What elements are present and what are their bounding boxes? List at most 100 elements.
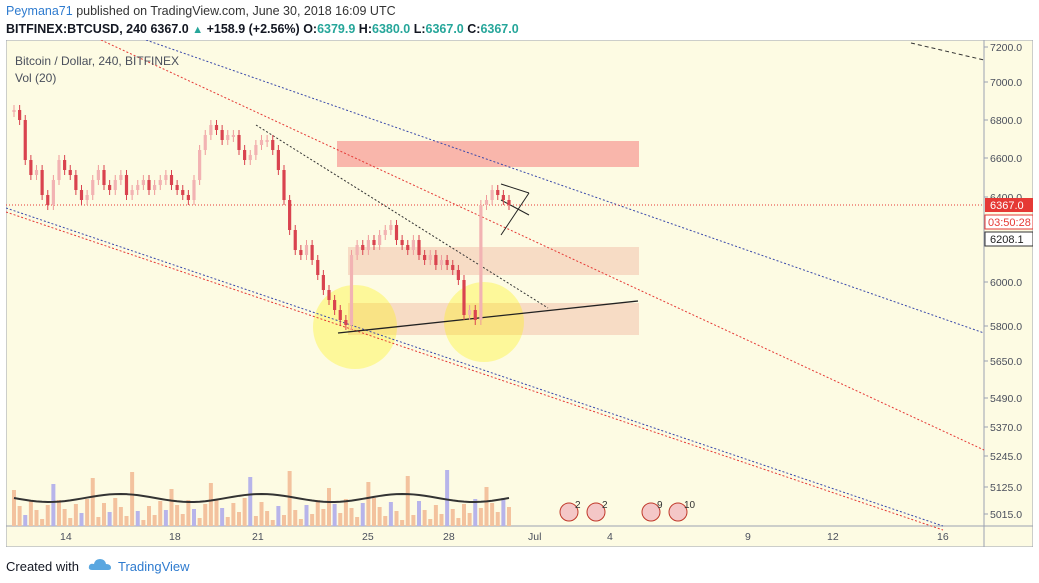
candle-body [57,160,61,180]
candle-body [220,130,224,140]
volume-bar [495,512,500,526]
volume-bar [62,509,67,526]
volume-bar [276,506,281,526]
candle-body [507,200,511,205]
pennant-pole[interactable] [500,192,530,236]
volume-bar [180,514,185,526]
support-zone[interactable] [348,303,639,335]
volume-bar [315,500,320,526]
volume-ma-line [13,492,510,503]
lower-channel-red[interactable] [6,211,944,531]
candle-body [141,180,145,185]
candle-body [40,170,44,195]
time-tick-label: 9 [745,531,751,543]
candle-body [349,255,354,325]
lower-channel-blue[interactable] [6,207,944,527]
candle-body [411,240,415,250]
candle-body [372,240,376,245]
volume-bar [490,503,495,526]
event-flag-1[interactable]: 2 [559,500,581,522]
volume-bar [85,499,90,526]
candle-body [344,320,348,325]
candle-body [158,180,162,185]
candle-body [23,120,27,160]
volume-bar [96,517,101,526]
event-flag-4[interactable]: 10 [668,500,696,522]
resistance-zone[interactable] [337,141,639,167]
volume-bar [265,511,270,526]
volume-bar [118,507,123,526]
candle-body [282,170,286,200]
volume-bar [237,512,241,526]
candle-body [304,245,309,255]
price-tick-label: 7200.0 [990,42,1022,54]
candle-body [226,135,230,140]
volume-bar [388,502,393,526]
black-dotted-trend[interactable] [255,124,549,309]
black-support-line[interactable] [337,300,639,334]
candle-body [254,145,258,155]
up-arrow-icon: ▲ [192,24,204,36]
volume-bar [298,519,303,526]
candle-body [434,255,438,265]
candle-body [423,255,427,260]
top-dashed-line[interactable] [910,42,985,61]
candle-body [439,260,444,265]
time-axis[interactable]: 14 18 21 25 28 Jul 4 9 12 16 [60,531,949,543]
candle-body [51,180,55,205]
volume-bar [462,504,466,526]
event-flag-3[interactable]: 9 [641,500,663,522]
volume-bar [45,505,50,526]
volume-bar [338,513,343,526]
volume-bar [422,510,427,526]
volume-bar [394,511,399,526]
chart-background [6,40,1033,547]
time-tick-label: 28 [443,531,455,543]
volume-bar [259,502,264,526]
candle-body [406,245,410,250]
candle-body [288,200,292,230]
author-link[interactable]: Peymana71 [6,4,73,18]
volume-bar [507,507,511,526]
volume-bar [220,508,225,526]
volume-bars [12,470,511,526]
volume-bar [253,516,258,526]
time-tick-label: 25 [362,531,374,543]
candle-body [496,190,500,195]
volume-bar [152,515,157,526]
tradingview-cloud-icon[interactable] [88,556,112,572]
price-tick-label: 7000.0 [990,77,1022,89]
candle-body [389,225,393,230]
candle-body [333,300,337,310]
svg-text:2: 2 [575,500,581,511]
volume-bar [433,505,438,526]
price-tick-label: 5800.0 [990,321,1022,333]
highlight-circle-left[interactable] [313,285,397,369]
volume-bar [163,510,168,526]
mid-zone[interactable] [348,247,639,275]
header: Peymana71 published on TradingView.com, … [0,0,1039,40]
tradingview-link[interactable]: TradingView [118,559,190,574]
candle-body [366,240,370,250]
candle-body [462,280,466,315]
pennant-bottom[interactable] [500,199,530,216]
symbol-label[interactable]: BITFINEX:BTCUSD, 240 [6,22,147,36]
candle-body [417,240,421,255]
price-tick-label: 5245.0 [990,451,1022,463]
volume-bar [169,489,174,526]
last-price-tag-text: 6367.0 [990,200,1024,212]
highlight-circle-right[interactable] [444,282,524,362]
candles [12,105,511,330]
price-chart[interactable]: Bitcoin / Dollar, 240, BITFINEX Vol (20)… [6,40,1033,547]
volume-bar [242,498,247,526]
volume-bar [12,490,16,526]
volume-bar [383,516,388,526]
candle-body [484,200,489,205]
event-flag-2[interactable]: 2 [586,500,608,522]
price-tick-label: 6600.0 [990,153,1022,165]
svg-text:2: 2 [602,500,608,511]
volume-bar [90,478,95,526]
ohlc-high: 6380.0 [372,22,411,36]
pennant-top[interactable] [500,183,530,194]
volume-bar [293,510,298,526]
